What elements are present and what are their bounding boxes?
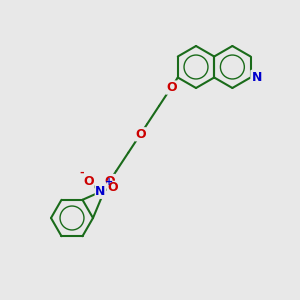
Text: N: N [252, 71, 262, 84]
Text: O: O [135, 128, 146, 141]
Text: N: N [95, 185, 106, 198]
Text: -: - [80, 168, 85, 178]
Text: O: O [104, 175, 115, 188]
Text: O: O [104, 175, 115, 188]
Text: O: O [166, 81, 176, 94]
Text: O: O [83, 175, 94, 188]
Text: O: O [107, 181, 118, 194]
Text: +: + [106, 177, 114, 187]
